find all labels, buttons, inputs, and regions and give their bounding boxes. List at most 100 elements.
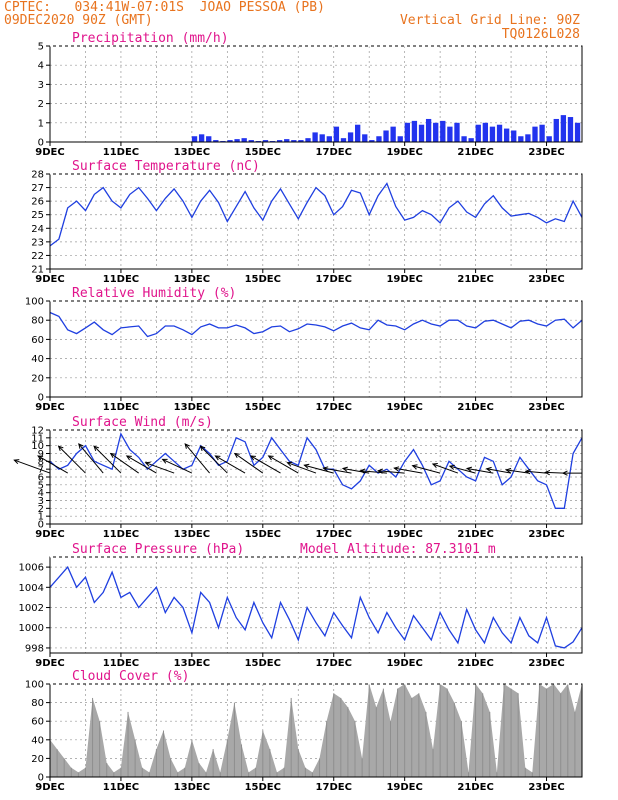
precip-bar [567,117,574,142]
wind-arrow [304,464,334,474]
series-line [49,432,583,509]
precip-bar [546,136,552,142]
y-tick-label: 1004 [19,583,44,594]
wind-arrow-head [13,459,20,465]
y-tick-label: 60 [31,717,44,728]
wind-arrow [268,455,299,474]
wind-arrow-head [161,458,168,464]
y-tick-label: 9 [38,449,44,460]
x-tick-label: 15DEC [245,529,281,540]
x-tick-label: 21DEC [457,529,493,540]
wind-arrow [360,470,387,474]
wind-arrow-head [214,455,221,461]
y-tick-label: 4 [38,61,44,72]
precip-bar [482,122,489,142]
panel-2: 0 20 40 60 80 100 9DEC 11DEC 13DEC 15DEC 17DEC 19DE… [25,286,583,413]
wind-arrow-head [125,455,132,461]
x-tick-label: 13DEC [174,658,210,669]
wind-arrow-head [431,463,438,468]
x-tick-label: 9DEC [35,147,64,158]
y-tick-label: 11 [31,433,44,444]
y-tick-label: 80 [31,316,44,327]
wind-arrow-head [78,443,84,449]
panel-4: 998 1000 1002 1004 1006 9DEC 11DEC 13DEC 15DEC 17… [19,542,583,669]
x-tick-label: 17DEC [316,147,352,158]
y-tick-label: 1006 [19,563,44,574]
y-tick-label: 40 [31,735,44,746]
y-tick-label: 24 [31,224,44,235]
x-tick-label: 23DEC [528,658,564,669]
x-tick-label: 23DEC [528,529,564,540]
x-tick-label: 11DEC [103,658,139,669]
y-tick-label: 100 [25,297,44,308]
precip-bar [553,118,559,142]
y-tick-label: 60 [31,335,44,346]
wind-arrow-head [303,463,310,469]
precip-bar [411,120,418,142]
series-line [49,182,583,247]
y-tick-label: 3 [38,80,44,91]
wind-arrow [200,445,228,474]
x-tick-label: 23DEC [528,402,564,413]
precip-bar [496,124,503,142]
x-tick-label: 13DEC [174,147,210,158]
wind-arrow-head [561,470,568,476]
y-tick-label: 998 [25,643,44,654]
x-tick-label: 13DEC [174,782,210,793]
panel-1: 21 22 23 24 25 26 27 28 9DEC 11DEC 13DEC 15DEC 17DEC… [31,159,583,285]
header-station: CPTEC: 034:41W-07:01S JOAO PESSOA (PB) [4,0,325,15]
precip-bar [525,134,531,142]
precip-bar [440,120,446,142]
wind-arrow-head [37,455,44,461]
y-tick-label: 1 [38,118,44,129]
wind-arrow-head [524,469,531,475]
panel-frame [49,300,583,398]
precip-bar [433,122,439,142]
y-tick-label: 21 [31,265,44,276]
precip-bar [213,140,219,142]
wind-arrow [184,443,210,474]
y-tick-label: 80 [31,698,44,709]
y-tick-label: 3 [38,496,44,507]
panel-title: Surface Wind (m/s) [72,415,213,430]
precip-bar [461,136,467,142]
y-tick-label: 26 [31,197,44,208]
x-tick-label: 17DEC [316,402,352,413]
panel-title: Precipitation (mm/h) [72,31,229,46]
precip-bar [284,139,290,142]
x-tick-label: 9DEC [35,658,64,669]
precip-bar [418,124,425,142]
wind-arrow [449,465,476,474]
y-tick-label: 20 [31,754,44,765]
precip-bar [503,128,510,142]
precip-bar [532,126,538,142]
x-tick-label: 23DEC [528,147,564,158]
precip-bar [376,136,382,142]
x-tick-label: 11DEC [103,529,139,540]
precip-bar [340,138,347,142]
precip-bar [511,130,517,142]
precip-bar [241,138,247,142]
precip-bar [312,132,318,142]
x-tick-label: 19DEC [386,529,422,540]
wind-arrow-head [286,461,293,467]
wind-arrow-head [57,445,64,452]
x-tick-label: 11DEC [103,274,139,285]
y-tick-label: 40 [31,354,44,365]
y-tick-label: 27 [31,183,44,194]
precip-bar [447,126,453,142]
x-tick-label: 9DEC [35,274,64,285]
model-altitude-label: Model Altitude: 87.3101 m [300,542,496,557]
x-tick-label: 23DEC [528,274,564,285]
wind-arrow-head [544,469,551,476]
x-tick-label: 15DEC [245,274,281,285]
wind-arrow [162,458,193,474]
x-tick-label: 9DEC [35,529,64,540]
wind-arrow-head [505,467,512,474]
y-tick-label: 0 [38,773,44,784]
wind-arrow [378,470,405,474]
precip-bar [454,122,460,142]
panel-0: 0 1 2 3 4 5 9DEC 11DEC 13DEC 15DEC 17DEC 19DEC 21DEC… [35,31,583,158]
x-tick-label: 11DEC [103,147,139,158]
